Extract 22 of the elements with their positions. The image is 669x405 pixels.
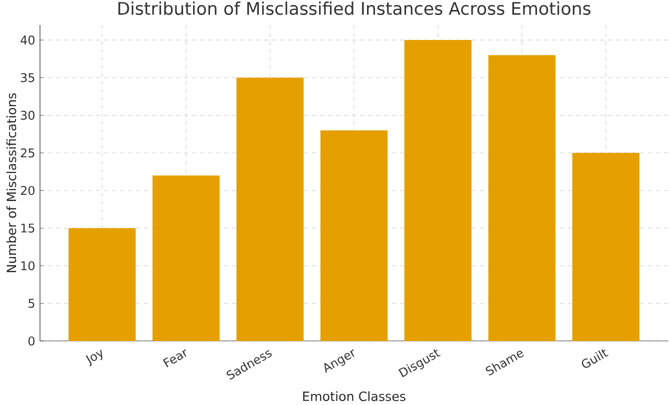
y-tick-label: 15 — [21, 224, 34, 233]
x-tick-label: Guilt — [582, 349, 608, 368]
bar — [152, 175, 220, 342]
bar — [572, 152, 640, 342]
y-axis-title: Number of Misclassifications — [6, 93, 16, 272]
bar — [236, 78, 304, 342]
y-tick-label: 10 — [21, 261, 34, 270]
y-tick-label: 35 — [20, 73, 34, 82]
y-tick-label: 30 — [20, 110, 34, 120]
bar — [488, 55, 556, 342]
x-tick-label: Fear — [162, 349, 186, 368]
y-tick-label: 20 — [20, 186, 34, 196]
y-tick-label: 0 — [28, 336, 34, 346]
y-tick-label: 5 — [28, 298, 34, 308]
y-tick-label: 40 — [20, 36, 34, 45]
x-tick-label: Joy — [86, 350, 102, 366]
bar — [320, 130, 388, 342]
y-tick-label: 25 — [20, 148, 34, 158]
x-axis-title: Emotion Classes — [303, 391, 406, 402]
bar — [68, 228, 136, 342]
bar — [404, 40, 472, 342]
chart-title: Distribution of Misclassified Instances Across Emotions — [118, 2, 590, 15]
